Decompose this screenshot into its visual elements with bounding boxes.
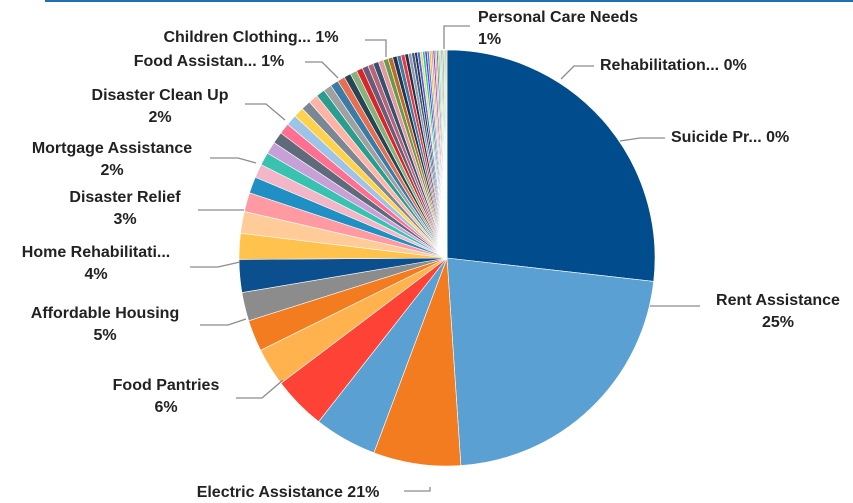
- leader-line-food-assistance: [305, 61, 339, 79]
- slice-percent: 2%: [148, 109, 171, 126]
- leader-line-electric-assistance: [404, 487, 431, 492]
- slice-label-food-pantries: Food Pantries 6%: [113, 377, 220, 416]
- leader-line-rehabilitation: [560, 65, 594, 80]
- leader-line-mortgage-assistance: [210, 157, 257, 164]
- leader-lines: [190, 25, 700, 492]
- slice-percent: 5%: [93, 327, 116, 344]
- slice-percent: 2%: [100, 162, 123, 179]
- pie-slices: [238, 49, 656, 467]
- leader-line-affordable-housing: [200, 318, 247, 326]
- slice-label-affordable-housing: Affordable Housing 5%: [31, 305, 179, 344]
- slice-label-disaster-clean-up: Disaster Clean Up 2%: [92, 87, 229, 126]
- pie-labels: Rent Assistance 25% Electric Assistance 21…: [22, 9, 840, 501]
- slice-label-mortgage-assistance: Mortgage Assistance 2%: [32, 140, 192, 179]
- leader-line-suicide-prevention: [619, 137, 665, 142]
- pie-slice-suicide-prevention: [445, 49, 448, 259]
- pie-slice-rent-assistance: [446, 49, 656, 282]
- leader-line-children-clothing: [365, 39, 387, 57]
- slice-label-personal-care-needs: Personal Care Needs 1%: [478, 9, 638, 48]
- leader-line-disaster-clean-up: [245, 103, 286, 121]
- leader-line-personal-care-needs: [443, 25, 470, 49]
- slice-label-food-assistance: Food Assistan... 1%: [134, 53, 285, 70]
- leader-line-home-rehabilitation: [190, 261, 241, 268]
- slice-label-suicide-prevention: Suicide Pr... 0%: [671, 129, 789, 146]
- slice-label-home-rehabilitation: Home Rehabilitati... 4%: [22, 244, 170, 283]
- slice-percent: 3%: [113, 211, 136, 228]
- slice-percent: 4%: [84, 266, 107, 283]
- slice-percent: 25%: [762, 314, 794, 331]
- slice-label-disaster-relief: Disaster Relief 3%: [69, 189, 181, 228]
- slice-label-rent-assistance: Rent Assistance 25%: [716, 292, 840, 331]
- leader-line-food-pantries: [236, 379, 284, 399]
- pie-slice-electric-assistance: [446, 257, 655, 466]
- slice-label-children-clothing: Children Clothing... 1%: [163, 29, 338, 46]
- slice-label-rehabilitation: Rehabilitation... 0%: [600, 57, 747, 74]
- slice-percent: 6%: [154, 399, 177, 416]
- top-rule: [45, 0, 853, 2]
- slice-percent: 1%: [478, 31, 501, 48]
- slice-label-electric-assistance: Electric Assistance 21%: [197, 484, 380, 501]
